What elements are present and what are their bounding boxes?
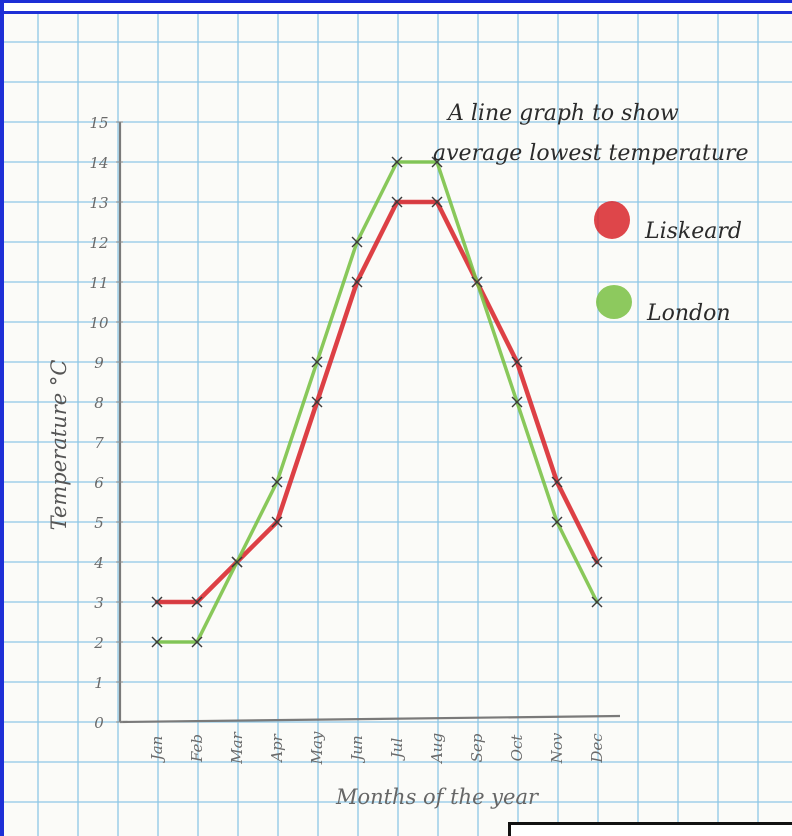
data-point [351, 236, 363, 248]
x-tick-label: Jul [388, 738, 406, 762]
series-line [154, 199, 600, 605]
y-tick-label: 8 [94, 394, 104, 412]
point-cross-stroke [311, 356, 323, 368]
data-point [191, 636, 203, 648]
chart-title-line-1: A line graph to show [446, 101, 679, 126]
y-tick-label: 0 [94, 714, 104, 732]
x-tick-label: Dec [588, 733, 606, 764]
data-point [551, 516, 563, 528]
point-cross-stroke [591, 556, 603, 568]
data-point [591, 556, 603, 568]
x-tick-label: Feb [188, 734, 206, 763]
data-point [391, 196, 403, 208]
series-london [151, 156, 603, 648]
point-cross-stroke [591, 596, 603, 608]
y-tick-label: 7 [94, 434, 104, 452]
y-tick-label: 9 [94, 354, 104, 372]
data-point [231, 556, 243, 568]
y-tick-label: 1 [94, 674, 104, 692]
x-tick-label: Mar [228, 731, 246, 764]
data-point [151, 636, 163, 648]
y-tick-label: 10 [89, 314, 109, 332]
data-series [151, 156, 603, 648]
series-liskeard [151, 196, 603, 608]
y-tick-label: 6 [94, 474, 104, 492]
y-tick-label: 5 [94, 514, 104, 532]
data-point [511, 396, 523, 408]
point-cross-stroke [231, 556, 243, 568]
window-top-frame [0, 0, 792, 14]
data-point [391, 156, 403, 168]
data-point [271, 476, 283, 488]
x-tick-label: Apr [268, 733, 286, 763]
y-axis-title: Temperature °C [47, 360, 71, 531]
x-tick-labels: Jan Feb Mar Apr May Jun Jul Aug Sep Oct Nov Dec [148, 731, 606, 765]
point-cross-stroke [391, 156, 403, 168]
point-cross-stroke [151, 636, 163, 648]
legend-label-liskeard: Liskeard [644, 219, 742, 244]
point-cross-stroke [191, 596, 203, 608]
x-tick-label: May [308, 731, 326, 765]
data-point [511, 356, 523, 368]
y-tick-label: 13 [89, 194, 108, 212]
point-cross-stroke [431, 196, 443, 208]
data-point [431, 196, 443, 208]
y-tick-label: 14 [89, 154, 108, 172]
point-cross-stroke [511, 356, 523, 368]
point-cross-stroke [551, 476, 563, 488]
x-axis-line [119, 714, 621, 724]
point-cross-stroke [391, 196, 403, 208]
point-cross-stroke [471, 276, 483, 288]
y-tick-label: 11 [89, 274, 108, 292]
series-line [155, 160, 599, 644]
data-point [551, 476, 563, 488]
point-cross-stroke [191, 636, 203, 648]
x-tick-label: Sep [468, 733, 486, 762]
data-point [151, 596, 163, 608]
window-left-frame [0, 0, 4, 836]
data-point [431, 156, 443, 168]
point-cross-stroke [431, 156, 443, 168]
point-cross-stroke [271, 516, 283, 528]
y-tick-label: 15 [89, 114, 108, 132]
point-cross-stroke [271, 476, 283, 488]
legend-swatch-liskeard [594, 201, 630, 239]
axes [118, 122, 621, 724]
x-tick-label: Aug [428, 733, 446, 765]
point-cross-stroke [511, 396, 523, 408]
legend-label-london: London [646, 301, 731, 326]
legend-swatch-london [596, 285, 632, 319]
y-tick-label: 12 [89, 234, 108, 252]
y-tick-label: 3 [94, 594, 104, 612]
data-point [311, 396, 323, 408]
point-cross-stroke [551, 516, 563, 528]
legend: Liskeard London [594, 201, 742, 326]
point-cross-stroke [351, 236, 363, 248]
chart-title-line-2: average lowest temperature [433, 141, 749, 166]
x-axis-title: Months of the year [335, 785, 540, 809]
x-tick-label: Jun [348, 735, 366, 763]
data-point [471, 276, 483, 288]
data-point [351, 276, 363, 288]
grid-lines [4, 14, 792, 836]
point-cross-stroke [351, 276, 363, 288]
data-point [311, 356, 323, 368]
y-tick-label: 4 [93, 554, 104, 572]
point-cross-stroke [311, 396, 323, 408]
data-point [271, 516, 283, 528]
y-tick-label: 2 [93, 634, 104, 652]
x-tick-label: Jan [148, 736, 166, 764]
inset-box [508, 822, 792, 836]
x-tick-label: Oct [508, 734, 526, 762]
data-point [191, 596, 203, 608]
point-cross-stroke [151, 596, 163, 608]
data-point [591, 596, 603, 608]
x-tick-label: Nov [548, 732, 566, 764]
